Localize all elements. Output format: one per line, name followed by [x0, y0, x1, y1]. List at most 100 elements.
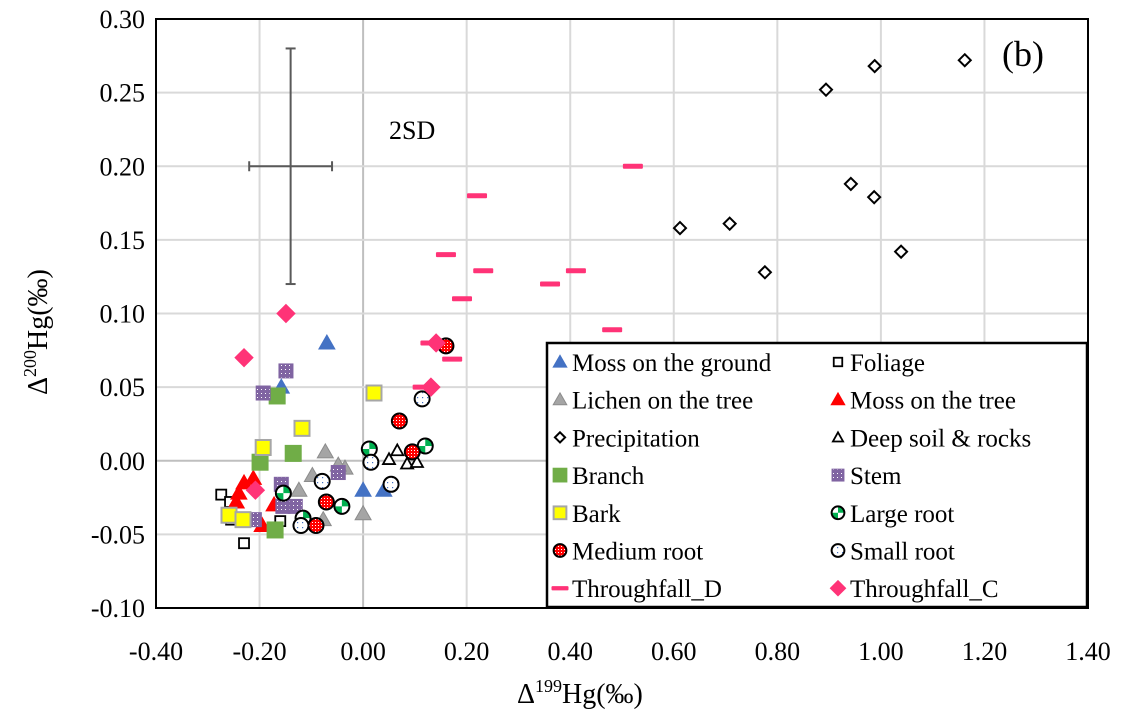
series-deep-soil-rocks — [381, 442, 425, 470]
data-point-precipitation — [867, 58, 883, 74]
data-point-throughfall-c — [245, 480, 266, 500]
legend-box — [545, 341, 1089, 609]
data-point-precipitation — [818, 82, 834, 98]
legend-item-precipitation: Precipitation — [553, 425, 700, 452]
data-point-branch — [251, 453, 269, 471]
legend-marker-bark — [552, 505, 568, 521]
data-point-small-root — [382, 475, 400, 493]
data-point-precipitation — [893, 244, 909, 260]
data-point-medium-root — [307, 517, 325, 535]
series-stem — [246, 363, 346, 528]
data-point-bark — [220, 506, 238, 524]
data-point-lichen-on-the-tree — [354, 504, 372, 521]
legend-marker-branch — [552, 467, 568, 483]
data-point-medium-root — [403, 443, 421, 461]
legend-item-medium-root: Medium root — [552, 539, 703, 566]
x-tick-label: 0.40 — [547, 637, 593, 666]
data-point-small-root — [413, 390, 431, 408]
x-tick-label: 0.00 — [340, 637, 386, 666]
legend-item-stem: Stem — [831, 463, 902, 490]
y-tick-label: 0.30 — [100, 5, 146, 34]
legend-marker-moss-on-the-tree — [830, 391, 846, 406]
x-tick-label: 1.20 — [962, 637, 1008, 666]
legend-item-lichen-on-the-tree: Lichen on the tree — [552, 388, 753, 415]
data-point-medium-root — [390, 412, 408, 430]
legend-marker-medium-root — [552, 543, 568, 558]
data-point-foliage — [238, 537, 250, 550]
legend-item-throughfall-d: Throughfall_D — [551, 576, 722, 603]
data-point-small-root — [313, 472, 331, 490]
data-point-throughfall-c — [421, 377, 441, 397]
data-point-deep-soil-rocks — [399, 455, 415, 470]
marker-outline — [333, 497, 351, 515]
series-medium-root — [307, 337, 455, 535]
x-tick-label: -0.40 — [129, 637, 183, 666]
legend-marker-throughfall-c — [829, 579, 847, 597]
legend-marker-precipitation — [553, 430, 567, 444]
x-tick-label: -0.20 — [232, 637, 286, 666]
marker-quadrant — [283, 485, 291, 494]
series-bark — [220, 384, 383, 529]
data-point-medium-root — [317, 493, 335, 511]
data-point-stem — [330, 465, 346, 481]
y-tick-label: 0.20 — [100, 152, 146, 181]
data-point-deep-soil-rocks — [389, 442, 405, 457]
legend-marker-foliage — [832, 356, 844, 368]
x-tick-label: 0.80 — [755, 637, 801, 666]
series-moss-on-the-tree — [227, 469, 283, 533]
data-point-throughfall-c — [426, 333, 446, 353]
series-throughfall-d — [412, 163, 643, 390]
marker-quadrant — [275, 493, 284, 501]
data-point-small-root — [362, 453, 380, 471]
legend-label: Stem — [850, 463, 902, 490]
x-tick-label: 0.60 — [651, 637, 697, 666]
legend-marker-deep-soil-rocks — [831, 430, 845, 443]
legend-label: Throughfall_C — [850, 576, 999, 603]
legend-label: Branch — [572, 463, 645, 490]
data-point-lichen-on-the-tree — [316, 442, 335, 459]
legend-marker-lichen-on-the-tree — [552, 391, 568, 406]
data-point-throughfall-d — [622, 163, 643, 169]
legend-label: Throughfall_D — [572, 576, 722, 603]
data-point-stem — [255, 385, 271, 401]
tick-labels: -0.40 -0.20 0.00 0.20 0.40 0.60 0.80 1.00 1.20 1.… — [91, 5, 1111, 666]
series-branch — [251, 387, 302, 539]
data-point-bark — [254, 438, 272, 456]
x-axis-title: Δ199Hg(‰) — [517, 676, 643, 710]
y-tick-label: 0.25 — [100, 79, 146, 108]
data-point-throughfall-c — [234, 347, 254, 368]
marker-quadrant — [831, 512, 838, 520]
data-point-throughfall-d — [435, 252, 456, 258]
y-tick-label: 0.10 — [100, 300, 146, 329]
y-tick-label: 0.00 — [100, 447, 146, 476]
marker-quadrant — [425, 438, 433, 447]
legend-label: Lichen on the tree — [572, 388, 753, 415]
legend-label: Moss on the ground — [572, 350, 772, 377]
data-point-large-root — [274, 484, 292, 502]
marker-quadrant — [303, 510, 311, 519]
legend: Moss on the ground Foliage Lichen on the t… — [545, 341, 1089, 609]
legend-label: Moss on the tree — [850, 388, 1016, 415]
legend-marker-moss-on-the-ground — [552, 354, 568, 368]
data-point-stem — [278, 363, 294, 379]
data-point-precipitation — [672, 220, 688, 236]
data-point-moss-on-the-ground — [354, 481, 372, 497]
data-point-moss-on-the-ground — [318, 333, 336, 350]
data-point-foliage — [215, 488, 228, 501]
legend-item-large-root: Large root — [830, 501, 954, 528]
data-point-throughfall-d — [540, 281, 561, 287]
data-point-throughfall-c — [276, 303, 296, 324]
marker-outline — [830, 505, 846, 521]
data-point-lichen-on-the-tree — [290, 481, 308, 497]
data-point-branch — [284, 444, 302, 462]
error-bar-2sd — [248, 47, 334, 286]
data-point-throughfall-d — [473, 268, 494, 274]
gridlines — [156, 19, 1088, 608]
marker-quadrant — [341, 498, 350, 507]
series-small-root — [292, 390, 431, 535]
data-point-deep-soil-rocks — [381, 451, 397, 465]
legend-item-throughfall-c: Throughfall_C — [829, 576, 999, 603]
y-tick-label: 0.15 — [100, 226, 146, 255]
marker-quadrant — [369, 441, 377, 449]
marker-quadrant — [838, 506, 845, 513]
